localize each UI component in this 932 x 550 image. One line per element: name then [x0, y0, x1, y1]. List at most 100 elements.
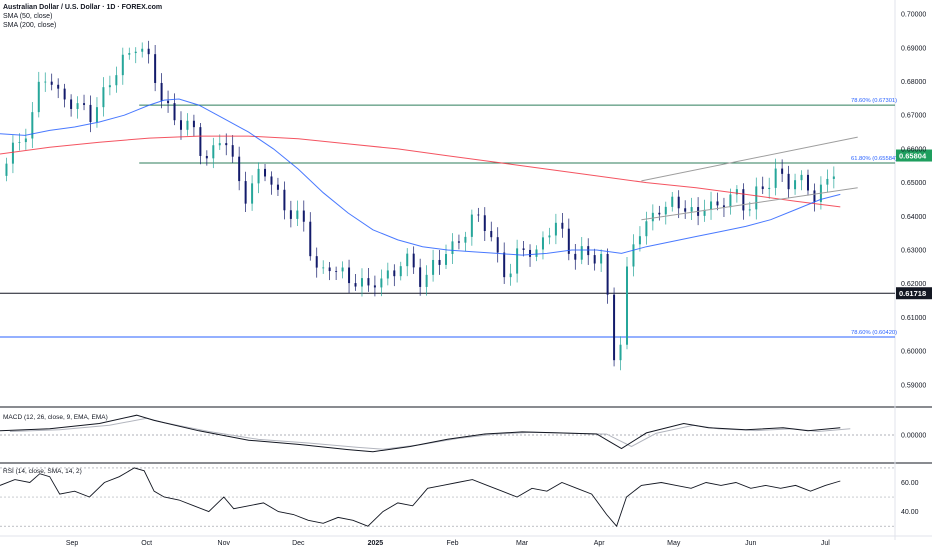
- candle-body: [360, 278, 363, 287]
- candle-body: [516, 248, 519, 274]
- candle-body: [283, 189, 286, 211]
- chart-legend: Australian Dollar / U.S. Dollar · 1D · F…: [3, 3, 162, 30]
- rsi-tick-label: 40.00: [901, 509, 919, 516]
- macd-pane: 0.00000: [0, 414, 926, 453]
- candle-body: [108, 85, 111, 88]
- candle-body: [432, 259, 435, 275]
- candle-body: [238, 156, 241, 182]
- candle-body: [761, 186, 764, 190]
- candle-body: [509, 273, 512, 278]
- candle-body: [470, 214, 473, 237]
- candle-body: [70, 99, 73, 109]
- candle-body: [580, 246, 583, 260]
- candle-body: [37, 81, 40, 113]
- candle-body: [31, 112, 34, 139]
- fib-level-label: 61.80% (0.65584): [851, 156, 897, 162]
- macd-label[interactable]: MACD (12, 26, close, 9, EMA, EMA): [3, 414, 108, 421]
- candle-body: [645, 221, 648, 237]
- candle-body: [735, 189, 738, 195]
- candle-body: [134, 51, 137, 54]
- fib-levels: 78.60% (0.67301) 61.80% (0.65584) 78.60% (…: [0, 98, 932, 338]
- candle-body: [289, 210, 292, 219]
- candle-body: [483, 215, 486, 231]
- candle-body: [147, 48, 150, 55]
- candle-body: [806, 174, 809, 191]
- candle-body: [548, 235, 551, 238]
- candle-body: [121, 54, 124, 76]
- candle-body: [774, 168, 777, 188]
- price-axis[interactable]: 0.70000 0.69000 0.68000 0.67000 0.66000 0.650…: [901, 12, 926, 390]
- candle-body: [451, 241, 454, 255]
- candle-body: [529, 249, 532, 257]
- candle-body: [205, 155, 208, 159]
- candle-body: [625, 266, 628, 345]
- x-tick-label: Jun: [745, 540, 756, 547]
- candle-body: [173, 103, 176, 121]
- x-tick-label: Dec: [292, 540, 305, 547]
- candle-body: [632, 244, 635, 267]
- candle-body: [115, 75, 118, 86]
- candle-body: [613, 294, 616, 361]
- y-tick-label: 0.67000: [901, 113, 926, 120]
- candle-body: [270, 176, 273, 185]
- candle-body: [587, 246, 590, 256]
- candle-body: [703, 209, 706, 216]
- candle-body: [212, 145, 215, 159]
- candle-body: [399, 266, 402, 277]
- rsi-label[interactable]: RSI (14, close, SMA, 14, 2): [3, 468, 82, 475]
- candle-body: [677, 196, 680, 209]
- symbol-title[interactable]: Australian Dollar / U.S. Dollar · 1D · F…: [3, 4, 163, 11]
- trend-channel: 0.65804: [641, 136, 932, 221]
- candle-body: [813, 190, 816, 202]
- candle-body: [742, 189, 745, 211]
- candle-body: [179, 120, 182, 130]
- candle-body: [354, 283, 357, 287]
- candle-body: [373, 285, 376, 288]
- candle-body: [651, 212, 654, 222]
- candle-body: [44, 81, 47, 83]
- last-price-label: 0.65804: [899, 152, 927, 161]
- candle-body: [671, 196, 674, 207]
- candle-body: [748, 209, 751, 211]
- candle-body: [367, 278, 370, 286]
- macd-tick-label: 0.00000: [901, 433, 926, 440]
- candle-body: [638, 236, 641, 245]
- candle-body: [561, 222, 564, 229]
- candle-body: [296, 210, 299, 219]
- candle-body: [192, 120, 195, 128]
- candle-body: [800, 174, 803, 181]
- candle-body: [722, 205, 725, 208]
- candle-body: [619, 344, 622, 361]
- candle-body: [89, 104, 92, 123]
- sma50-label[interactable]: SMA (50, close): [3, 13, 53, 20]
- y-tick-label: 0.66000: [901, 146, 926, 153]
- candle-body: [477, 214, 480, 216]
- candle-body: [225, 143, 228, 146]
- candle-body: [781, 168, 784, 174]
- candle-body: [5, 163, 8, 176]
- candle-body: [24, 138, 27, 143]
- candle-body: [658, 212, 661, 215]
- candle-body: [600, 253, 603, 264]
- candle-body: [167, 100, 170, 104]
- sma200-line: [0, 135, 841, 208]
- x-tick-label: Feb: [446, 540, 458, 547]
- candle-body: [445, 254, 448, 265]
- y-tick-label: 0.63000: [901, 248, 926, 255]
- candle-body: [386, 270, 389, 279]
- x-tick-label: Mar: [516, 540, 529, 547]
- candle-body: [102, 87, 105, 108]
- candle-body: [684, 208, 687, 212]
- candle-body: [729, 194, 732, 208]
- candle-body: [457, 241, 460, 243]
- time-axis[interactable]: Sep Oct Nov Dec 2025 Feb Mar Apr May Jun Jul: [0, 535, 932, 547]
- y-tick-label: 0.62000: [901, 281, 926, 288]
- channel-lower-line: [641, 187, 858, 221]
- candle-body: [257, 168, 260, 184]
- sma200-label[interactable]: SMA (200, close): [3, 22, 57, 29]
- candle-body: [199, 127, 202, 156]
- channel-upper-line: [641, 136, 858, 182]
- candle-body: [503, 252, 506, 278]
- candle-body: [541, 237, 544, 250]
